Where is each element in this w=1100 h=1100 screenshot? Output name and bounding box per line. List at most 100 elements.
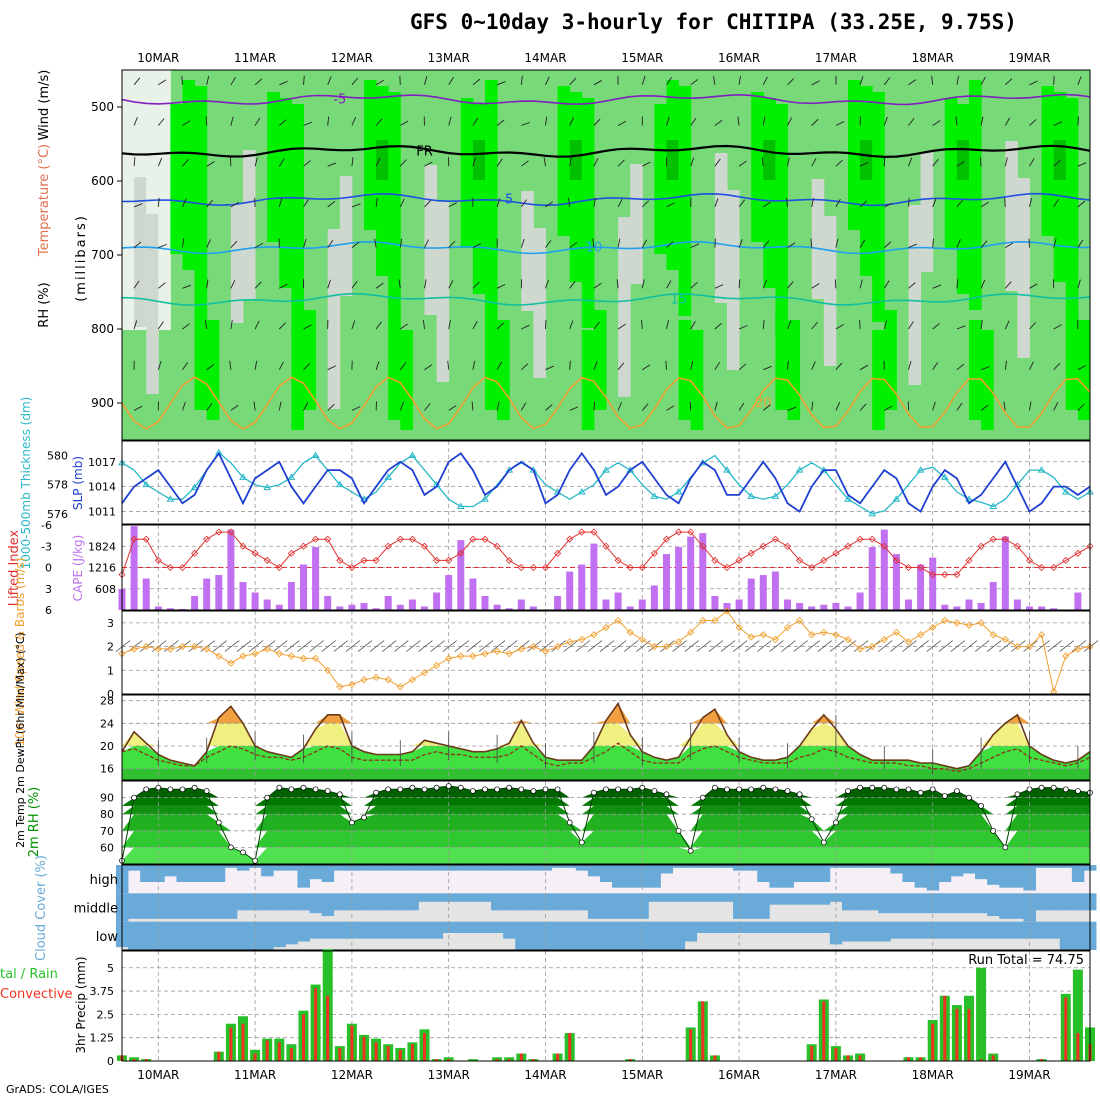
cloud-cover-bar [309,921,323,939]
rh-point [808,816,815,823]
wind-barb [932,361,939,370]
thickness-point [844,495,852,502]
rh-tick-label: 60 [100,841,114,854]
thickness-point [892,495,901,502]
wind-barb [787,78,795,86]
wind-barb [955,116,958,126]
rh-high-area [1053,92,1067,282]
cloud-cover-bar [357,921,371,939]
cloud-cover-bar [962,865,976,874]
precip-convective-bar [568,1033,572,1061]
wind-barb [642,161,651,167]
cloud-cover-bar [878,893,891,914]
rain-total-legend: tal / Rain [0,967,58,982]
cloud-cover-bar [333,865,347,871]
rh-point [336,791,343,798]
cloud-cover-bar [624,865,637,888]
rh-low-area [618,217,631,397]
date-label-bottom: 17MAR [815,1068,857,1082]
cloud-cover-bar [636,865,649,888]
date-label-bottom: 11MAR [234,1068,276,1082]
surface-wind-barb [1035,640,1050,652]
cloud-cover-bar [200,893,214,919]
rh-low-area [908,205,922,385]
precip-total-bar [467,1059,478,1061]
rh-high-area [388,320,401,420]
wind-barb [738,239,743,248]
surface-wind-barb [757,640,772,652]
lifted-index-point [965,556,973,564]
wind-speed-point [868,642,876,651]
wind-barb [375,197,378,207]
wind-barb [666,405,675,411]
cloud-cover-bar [805,921,819,933]
wind-barb [617,238,621,248]
rh-point [494,786,500,793]
cloud-cover-bar [708,865,722,868]
wind-barb [642,364,651,371]
ytick-label: 500 [91,100,114,114]
cloud-cover-bar [1035,893,1049,911]
cloud-cover-bar [757,893,770,919]
wind-barb [254,117,261,126]
cloud-cover-bar [297,893,310,911]
lifted-index-point [336,556,344,564]
date-label-bottom: 18MAR [912,1068,954,1082]
lifted-index-point [747,549,755,557]
lifted-index-point [590,528,598,536]
cloud-cover-bar [938,921,952,939]
surface-wind-barb [587,640,603,652]
cape-bar [965,599,973,610]
wind-barb [666,202,675,208]
wind-barb [229,360,232,370]
wind-barb [448,280,454,289]
rh-low-area [823,216,837,366]
wind-barb [908,197,910,207]
precip-convective-bar [289,1047,293,1061]
rh-point [1075,788,1081,794]
surface-wind-barb [938,640,954,652]
rh-saturated-area [763,140,776,180]
wind-barb [1003,401,1006,411]
cloud-cover-bar [466,921,480,933]
cape-bar [1001,536,1009,610]
cloud-cover-bar [902,893,915,914]
lifted-index-point [650,549,658,557]
rh-point [482,786,488,793]
wind-barb [133,280,140,289]
wind-barb [278,322,286,330]
rh-band [122,797,1090,806]
rh-point [397,786,404,793]
cloud-cover-bar [491,865,504,871]
cloud-cover-bar [418,865,431,871]
cloud-cover-bar [164,921,177,950]
wind-barb [932,120,941,126]
cloud-cover-bar [866,865,879,868]
lifted-index-point [1074,549,1082,557]
cloud-cover-bar [914,865,928,888]
cape-bar [360,603,368,610]
wind-barb [932,158,939,167]
lifted-index-point [324,535,332,543]
lifted-index-point [433,556,441,564]
wind-barb [956,402,963,411]
cloud-cover-bar [430,921,444,939]
wind-barb [834,279,837,289]
lifted-index-point [820,556,828,564]
wind-barb [496,322,504,330]
slp-line [121,451,1091,513]
date-label-bottom: 10MAR [137,1068,179,1082]
cloud-cover-bar [696,893,710,902]
rh-low-area [243,150,256,300]
rh-point [566,819,573,826]
wind-barb [666,241,674,248]
cloud-cover-bar [696,865,710,868]
lifted-index-point [517,563,525,572]
rh-high-area [376,86,389,276]
cape-bar [977,603,985,610]
wind-barb [351,241,360,248]
rh-tick-label: 80 [100,808,114,821]
cloud-cover-bar [188,893,202,919]
rh-low-area [1005,141,1018,291]
cloud-cover-bar [1059,921,1073,950]
